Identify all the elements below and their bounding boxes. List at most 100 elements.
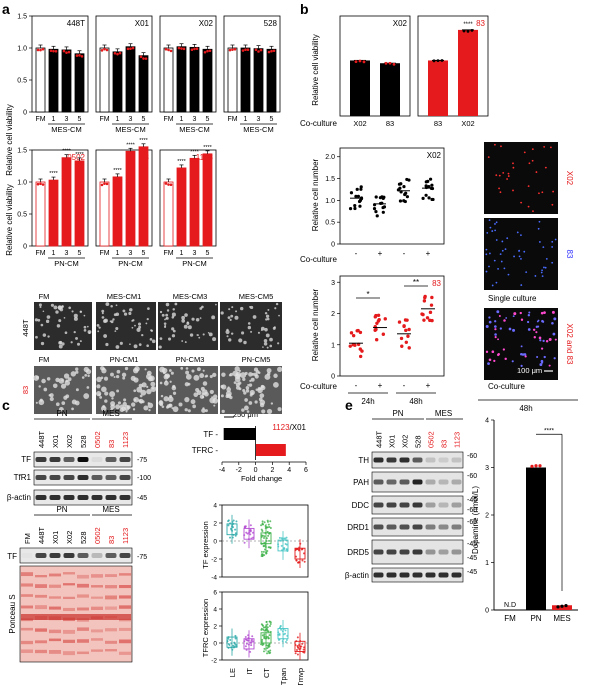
a-xtick: 5 bbox=[78, 116, 82, 123]
c-band bbox=[91, 475, 103, 480]
b-num-point bbox=[381, 205, 385, 210]
a-micrographs: FM MES-CM1 MES-CM3 MES-CM5 448T FM PN-CM… bbox=[21, 292, 283, 419]
a-data-point bbox=[272, 49, 276, 53]
d-box-point bbox=[269, 623, 272, 626]
d-box-point bbox=[227, 642, 230, 645]
b-num-point bbox=[375, 214, 379, 218]
c-band bbox=[119, 457, 131, 462]
d-box-point bbox=[263, 629, 266, 632]
b-num-point bbox=[405, 195, 409, 199]
d-fold-label: Fold change bbox=[241, 474, 282, 483]
d-box-point bbox=[295, 555, 298, 558]
b-viability-chart: 83 83 X02 **** bbox=[417, 15, 489, 128]
a-data-point bbox=[267, 50, 271, 54]
e-pn-label: PN bbox=[392, 409, 403, 418]
a-bar bbox=[125, 46, 136, 113]
d-box-point bbox=[266, 520, 269, 523]
a-cell-line-label: X01 bbox=[135, 19, 150, 28]
a-data-point bbox=[116, 177, 119, 181]
micro-col-pncm5: PN-CM5 bbox=[242, 355, 271, 364]
e-row-label: TH bbox=[358, 456, 369, 465]
b-viab-xtick: 83 bbox=[434, 119, 442, 128]
a-bar bbox=[202, 153, 213, 247]
e-band bbox=[438, 572, 449, 578]
d-tf-ylabel: TF expression bbox=[201, 521, 210, 569]
a-significance: **** bbox=[126, 142, 135, 148]
e-band bbox=[386, 572, 397, 578]
e-band bbox=[438, 524, 449, 530]
d-fold-change-chart: 1123/X01 TF - TFRC - -4 -2 0 2 4 6 Fold change bbox=[192, 423, 308, 483]
d-box-point bbox=[267, 650, 270, 653]
b-data-point bbox=[462, 29, 466, 33]
b-num-chart-x02: X02 0 0.5 1.0 1.5 2.0 - + - + bbox=[325, 147, 445, 258]
b-num-point bbox=[424, 193, 428, 197]
a-bar bbox=[112, 176, 123, 247]
b-num-point bbox=[404, 328, 408, 333]
micrograph-image bbox=[34, 366, 92, 414]
b-sig-24h: * bbox=[366, 290, 369, 299]
c-mw2-label: -75 bbox=[137, 554, 147, 561]
fluor-label-83: 83 bbox=[565, 250, 574, 259]
b-num-point bbox=[402, 324, 406, 329]
b-num-point bbox=[428, 310, 433, 315]
e-ytick: 4 bbox=[485, 418, 489, 425]
a-data-point bbox=[116, 52, 119, 56]
a-data-point bbox=[182, 169, 186, 172]
a-xtick: 5 bbox=[270, 116, 274, 123]
b-data-point bbox=[470, 28, 474, 32]
d-box-point bbox=[235, 520, 238, 523]
d-box-point bbox=[266, 652, 269, 655]
e-band bbox=[373, 572, 384, 578]
d-box-point bbox=[260, 627, 263, 630]
a-data-point bbox=[169, 49, 173, 53]
a-data-point bbox=[164, 47, 168, 51]
e-band bbox=[399, 502, 410, 508]
d-fold-tick: -4 bbox=[219, 467, 225, 474]
d-box-point bbox=[280, 628, 283, 631]
d-box-point bbox=[269, 526, 272, 529]
b-num-point bbox=[358, 198, 363, 202]
panel-letter-e: e bbox=[345, 397, 353, 413]
e-ylabel: Dopamine (nmol/L) bbox=[471, 486, 480, 554]
d-box-ytick: -4 bbox=[211, 575, 217, 582]
b-num-point bbox=[422, 318, 426, 322]
d-bar-label: TF - bbox=[203, 430, 218, 439]
c-mes-label: MES bbox=[102, 409, 119, 418]
e-ytick: 1 bbox=[485, 560, 489, 567]
a-data-point bbox=[180, 47, 183, 50]
a-data-point bbox=[257, 50, 260, 53]
d-box-point bbox=[268, 652, 271, 655]
e-band bbox=[425, 502, 436, 508]
d-box-point bbox=[263, 635, 266, 638]
a-bar bbox=[189, 157, 200, 247]
d-box-point bbox=[249, 650, 252, 653]
b-significance: **** bbox=[463, 22, 473, 28]
c-mes-label-2: MES bbox=[102, 505, 119, 514]
co-culture-label: Co-culture bbox=[488, 382, 525, 391]
a-data-point bbox=[80, 161, 84, 165]
b-time-48h-images: 48h bbox=[519, 404, 532, 413]
a-xtick: FM bbox=[163, 116, 173, 123]
a-data-point bbox=[190, 48, 194, 52]
a-data-point bbox=[270, 49, 273, 53]
a-bar bbox=[35, 47, 46, 113]
d-bar-label: TFRC - bbox=[192, 446, 219, 455]
a-ytick: 0 bbox=[23, 110, 27, 117]
a-chart-448T: 0 0.5 1.0 1.5 448T FM 1 3 5 MES-CM bbox=[17, 14, 89, 134]
a-group-label: MES-CM bbox=[51, 125, 81, 134]
b-num-point bbox=[383, 317, 387, 321]
a-xtick: FM bbox=[227, 116, 237, 123]
d-fold-tick: 4 bbox=[287, 467, 291, 474]
a-significance: **** bbox=[49, 171, 58, 177]
b-num-point bbox=[430, 183, 434, 187]
b-num-point bbox=[403, 318, 408, 322]
d-xcat: CT bbox=[262, 668, 271, 678]
e-data-point bbox=[530, 464, 534, 468]
a-ytick: 1.0 bbox=[17, 180, 27, 187]
b-num-point bbox=[374, 327, 378, 332]
a-data-point bbox=[195, 159, 199, 162]
a-xtick: 3 bbox=[193, 116, 197, 123]
a-data-point bbox=[139, 55, 143, 59]
b-data-point bbox=[432, 59, 436, 63]
d-box-point bbox=[261, 523, 264, 526]
